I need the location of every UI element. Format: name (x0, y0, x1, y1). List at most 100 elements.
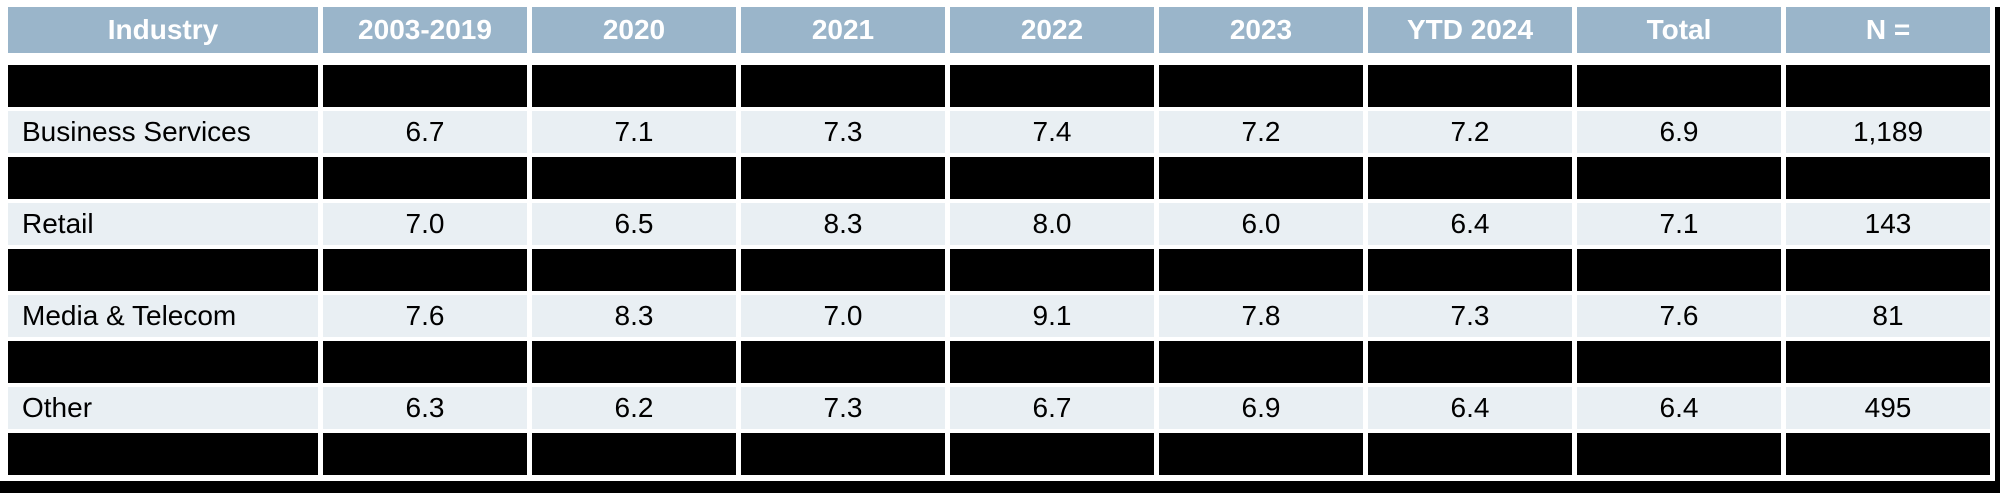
value-cell: 7.6 (1577, 295, 1781, 337)
column-header-2021: 2021 (741, 7, 945, 53)
table-row-business-services: Business Services 6.7 7.1 7.3 7.4 7.2 7.… (8, 111, 1990, 153)
table-row-other: Other 6.3 6.2 7.3 6.7 6.9 6.4 6.4 495 (8, 387, 1990, 429)
redacted-cell (323, 341, 527, 383)
value-cell: 7.1 (1577, 203, 1781, 245)
value-cell: 6.9 (1577, 111, 1781, 153)
value-cell: 7.0 (741, 295, 945, 337)
n-cell: 495 (1786, 387, 1990, 429)
redacted-cell (1368, 341, 1572, 383)
redacted-row (8, 249, 1990, 291)
redacted-cell (323, 249, 527, 291)
value-cell: 7.6 (323, 295, 527, 337)
redacted-cell (323, 433, 527, 475)
column-header-total: Total (1577, 7, 1781, 53)
redacted-cell (950, 65, 1154, 107)
redacted-cell (532, 157, 736, 199)
value-cell: 6.4 (1577, 387, 1781, 429)
redacted-cell (1159, 249, 1363, 291)
n-cell: 81 (1786, 295, 1990, 337)
industry-label: Media & Telecom (8, 295, 318, 337)
redacted-cell (1159, 433, 1363, 475)
redacted-cell (323, 157, 527, 199)
redacted-row (8, 157, 1990, 199)
column-header-2022: 2022 (950, 7, 1154, 53)
redacted-bottom-bar (0, 481, 2000, 493)
redacted-cell (8, 341, 318, 383)
redacted-cell (950, 157, 1154, 199)
redacted-row (8, 65, 1990, 107)
value-cell: 7.0 (323, 203, 527, 245)
value-cell: 7.3 (1368, 295, 1572, 337)
redacted-cell (950, 433, 1154, 475)
value-cell: 7.3 (741, 387, 945, 429)
table-header-row: Industry 2003-2019 2020 2021 2022 2023 Y… (8, 7, 1990, 53)
table-row-media-telecom: Media & Telecom 7.6 8.3 7.0 9.1 7.8 7.3 … (8, 295, 1990, 337)
value-cell: 6.0 (1159, 203, 1363, 245)
value-cell: 7.3 (741, 111, 945, 153)
value-cell: 6.7 (950, 387, 1154, 429)
redacted-cell (532, 249, 736, 291)
value-cell: 8.3 (532, 295, 736, 337)
value-cell: 6.3 (323, 387, 527, 429)
column-header-2023: 2023 (1159, 7, 1363, 53)
redacted-right-strip (1995, 7, 2000, 493)
redacted-cell (1786, 249, 1990, 291)
redacted-row (8, 341, 1990, 383)
value-cell: 8.3 (741, 203, 945, 245)
value-cell: 7.4 (950, 111, 1154, 153)
industry-label: Business Services (8, 111, 318, 153)
industry-label: Retail (8, 203, 318, 245)
redacted-cell (323, 65, 527, 107)
column-header-ytd-2024: YTD 2024 (1368, 7, 1572, 53)
table-row-retail: Retail 7.0 6.5 8.3 8.0 6.0 6.4 7.1 143 (8, 203, 1990, 245)
value-cell: 9.1 (950, 295, 1154, 337)
value-cell: 6.9 (1159, 387, 1363, 429)
redacted-row (8, 433, 1990, 475)
redacted-cell (8, 433, 318, 475)
redacted-cell (8, 157, 318, 199)
redacted-cell (1577, 65, 1781, 107)
redacted-cell (950, 341, 1154, 383)
redacted-cell (1786, 433, 1990, 475)
redacted-cell (950, 249, 1154, 291)
column-header-2003-2019: 2003-2019 (323, 7, 527, 53)
redacted-cell (741, 341, 945, 383)
value-cell: 7.2 (1159, 111, 1363, 153)
redacted-cell (1786, 341, 1990, 383)
redacted-cell (1368, 249, 1572, 291)
redacted-cell (1368, 65, 1572, 107)
n-cell: 143 (1786, 203, 1990, 245)
column-header-industry: Industry (8, 7, 318, 53)
redacted-cell (1786, 65, 1990, 107)
redacted-cell (532, 65, 736, 107)
redacted-cell (741, 65, 945, 107)
redacted-cell (1577, 433, 1781, 475)
value-cell: 8.0 (950, 203, 1154, 245)
redacted-cell (741, 433, 945, 475)
redacted-cell (1368, 433, 1572, 475)
n-cell: 1,189 (1786, 111, 1990, 153)
redacted-cell (1577, 341, 1781, 383)
redacted-cell (741, 249, 945, 291)
column-header-n: N = (1786, 7, 1990, 53)
redacted-cell (1159, 157, 1363, 199)
value-cell: 6.7 (323, 111, 527, 153)
industry-table: Industry 2003-2019 2020 2021 2022 2023 Y… (8, 7, 1990, 479)
redacted-cell (1368, 157, 1572, 199)
value-cell: 6.4 (1368, 387, 1572, 429)
value-cell: 7.8 (1159, 295, 1363, 337)
value-cell: 6.4 (1368, 203, 1572, 245)
redacted-cell (741, 157, 945, 199)
redacted-cell (8, 65, 318, 107)
redacted-cell (8, 249, 318, 291)
value-cell: 7.1 (532, 111, 736, 153)
redacted-cell (532, 433, 736, 475)
value-cell: 6.5 (532, 203, 736, 245)
redacted-cell (532, 341, 736, 383)
redacted-cell (1159, 341, 1363, 383)
redacted-cell (1577, 157, 1781, 199)
redacted-cell (1786, 157, 1990, 199)
value-cell: 7.2 (1368, 111, 1572, 153)
industry-label: Other (8, 387, 318, 429)
redacted-cell (1159, 65, 1363, 107)
